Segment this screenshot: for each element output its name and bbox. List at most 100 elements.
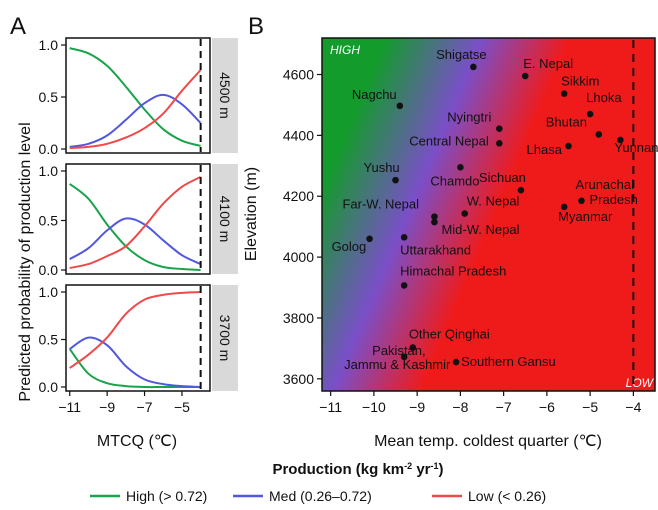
y-tick-label: 0.0 [39,262,59,278]
series-line-med [69,93,202,148]
y-tick-label: 0.5 [39,89,59,105]
point-label-far-w-nepal: Far-W. Nepal [342,197,419,212]
point-label-nagchu: Nagchu [352,87,397,102]
point-label-sikkim: Sikkim [561,74,599,89]
legend: Production (kg km-2 yr-1) High (> 0.72) M… [90,461,546,504]
point-chamdo [457,164,464,171]
x-tick-label: −9 [409,399,425,415]
point-label-bhutan: Bhutan [546,114,587,129]
facet-strip-label: 4100 m [217,196,233,243]
point-label-central-nepal: Central Nepal [409,133,489,148]
point-uttarakhand [400,234,408,241]
panel-b-plot-area [322,38,655,391]
corner-label-high: HIGH [330,43,360,57]
point-label-w-nepal: W. Nepal [467,194,520,209]
series-line-low [69,69,202,149]
x-tick-label: −10 [362,399,386,415]
point-label-chamdo: Chamdo [430,173,479,188]
facet-strip-label: 4500 m [217,72,233,119]
y-tick-label: 4000 [283,249,314,265]
y-tick-label: 4600 [283,67,314,83]
point-mid-w-nepal [431,218,438,226]
facet-frame [65,163,211,275]
point-label-yunnan: Yunnan [614,140,658,155]
facet-frame [65,37,211,154]
y-tick-label: 3600 [283,371,314,387]
facet-strip [212,38,238,153]
point-label-other-qinghai: Other Qinghai [409,326,490,341]
point-w-nepal [461,210,469,217]
panel-b-y-axis-label: Elevation (m) [243,167,260,261]
x-tick-label: −11 [58,399,81,415]
point-arunachal-pradesh [578,197,585,205]
facet-4100-m: 4100 m 0.0 0.5 1.0 [39,163,238,278]
facet-strip [212,285,238,391]
series-line-med [69,217,202,266]
facet-4500-m: 4500 m 0.0 0.5 1.0 [39,37,238,157]
point-label-arunachal-pradesh: Arunachal Pradesh [575,177,637,207]
legend-item-low: Low (< 0.26) [432,488,546,504]
legend-label: High (> 0.72) [126,488,207,504]
point-myanmar [560,203,568,211]
facets: 4500 m 0.0 0.5 1.0 4100 m 0.0 0.5 1.0 3700 m 0.0 0… [39,37,238,395]
panel-b-axes: −11 −10 −9 −8 −7 −6 −5 −4 3600 3800 4000 4200 4400 46… [283,37,656,415]
point-label-nyingtri: Nyingtri [447,110,491,125]
point-label-yushu: Yushu [364,160,400,175]
x-tick-label: −7 [496,399,512,415]
point-label-e-nepal: E. Nepal [523,56,573,71]
point-yushu [392,176,399,184]
point-label-shigatse: Shigatse [436,47,487,62]
point-sichuan [517,186,525,194]
point-sikkim [560,90,568,97]
panel-a-label: A [10,13,26,40]
series-line-low [69,176,202,269]
point-label-pakistan-jammu-kashmir: Pakistan, Jammu & Kashmir [344,343,451,372]
point-label-himachal-pradesh: Himachal Pradesh [400,263,506,278]
point-label-southern-gansu: Southern Gansu [461,354,556,369]
point-label-sichuan: Sichuan [479,170,526,185]
point-label-golog: Golog [332,239,367,254]
x-tick-label: −4 [625,399,641,415]
point-yunnan [617,136,624,144]
panel-a: A Predicted probability of production le… [10,13,238,450]
x-tick-label: −6 [539,399,555,415]
y-tick-label: 1.0 [39,37,59,53]
series-line-med [69,336,201,388]
point-lhoka [586,110,594,118]
legend-item-high: High (> 0.72) [90,488,207,504]
point-label-lhasa: Lhasa [527,142,563,157]
legend-title: Production (kg km-2 yr-1) [272,461,443,478]
point-label-uttarakhand: Uttarakhand [400,242,471,257]
point-label-lhoka: Lhoka [586,90,622,105]
series-line-high [68,348,201,389]
series-line-high [69,183,201,271]
point-shigatse [470,63,477,71]
point-far-w-nepal [431,213,438,220]
point-nyingtri [496,125,503,132]
scatter-points: Shigatse E. Nepal Sikkim Nagchu Lhoka Nyingtr… [332,40,658,389]
point-central-nepal [496,139,503,147]
point-pakistan-jammu-kashmir [400,353,408,361]
panel-b-label: B [248,13,264,40]
panel-a-x-axis: −11 −9 −7 −5 [58,391,190,415]
y-tick-label: 0.0 [39,141,59,157]
panel-b-x-axis-label: Mean temp. coldest quarter (℃) [374,433,602,450]
point-label-mid-w-nepal: Mid-W. Nepal [441,222,519,237]
y-tick-label: 0.5 [39,332,59,348]
y-tick-label: 1.0 [39,284,59,300]
x-tick-label: −11 [319,399,342,415]
series-line-high [69,47,201,147]
y-tick-label: 1.0 [39,163,59,179]
series-line-low [69,291,201,369]
facet-3700-m: 3700 m 0.0 0.5 1.0 [39,284,238,395]
panel-a-y-axis-label: Predicted probability of production leve… [17,122,34,401]
y-tick-label: 3800 [283,310,314,326]
point-bhutan [595,131,603,138]
point-other-qinghai [409,344,417,351]
facet-strip [212,164,238,274]
panel-b-frame [321,37,656,392]
point-e-nepal [521,72,529,80]
legend-item-med: Med (0.26–0.72) [233,488,372,504]
panel-b: B HIGH LOW Shigatse E. Nepal Sikkim Nagchu L… [243,13,658,450]
